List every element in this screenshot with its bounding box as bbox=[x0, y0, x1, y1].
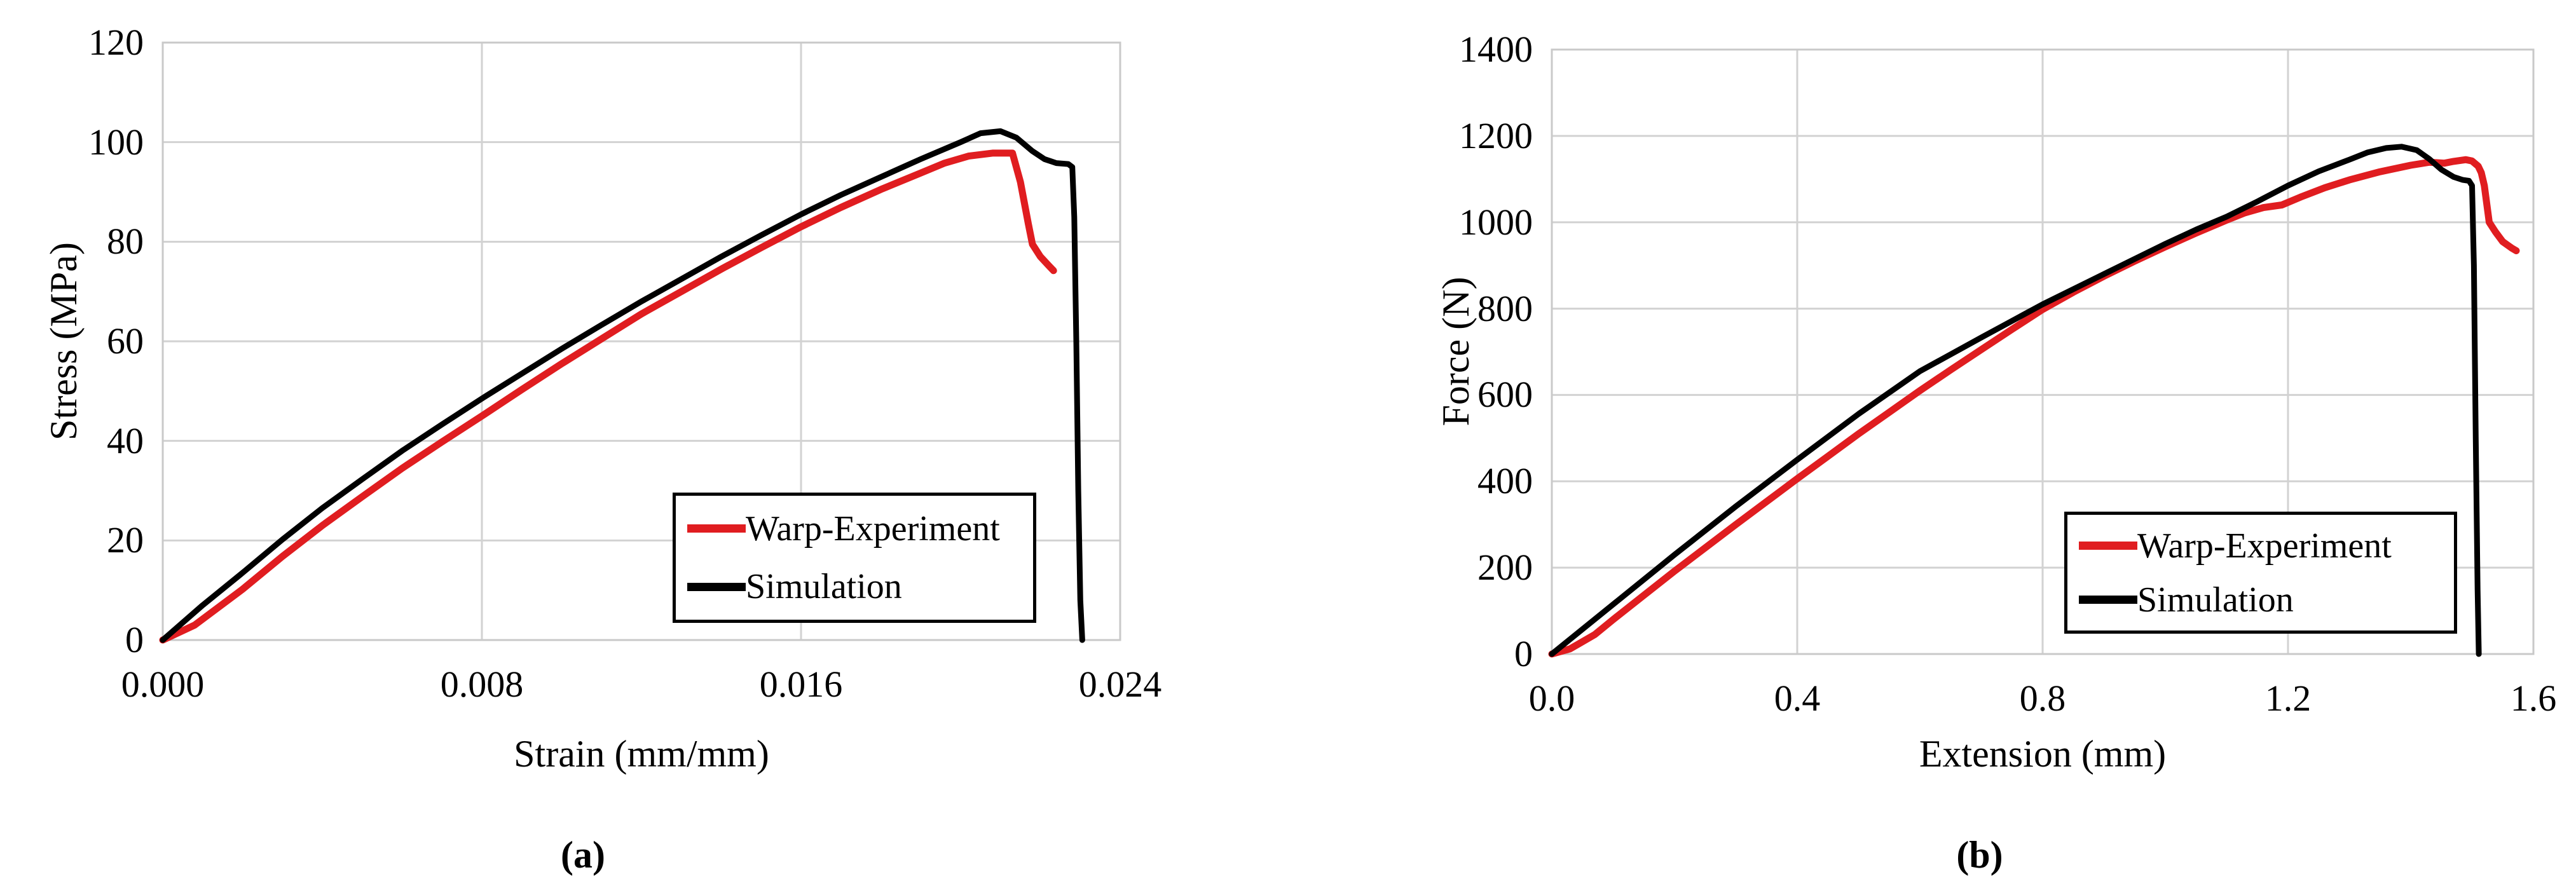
legend-item-simulation: Simulation bbox=[2079, 577, 2448, 623]
x-tick-label: 0.008 bbox=[440, 664, 524, 705]
y-tick-label: 100 bbox=[88, 121, 144, 163]
y-tick-label: 400 bbox=[1477, 460, 1533, 502]
y-tick-label: 40 bbox=[107, 419, 144, 461]
legend: Warp-Experiment Simulation bbox=[673, 493, 1036, 623]
y-tick-label: 120 bbox=[88, 22, 144, 63]
curve-warp-experiment bbox=[1548, 156, 2520, 658]
x-tick-label: 0.0 bbox=[1528, 678, 1575, 719]
legend-item-simulation: Simulation bbox=[687, 564, 1027, 610]
legend-label-simulation: Simulation bbox=[2137, 580, 2294, 620]
y-tick-label: 80 bbox=[107, 221, 144, 262]
y-tick-label: 60 bbox=[107, 320, 144, 362]
y-tick-label: 600 bbox=[1477, 374, 1533, 416]
y-axis-title-force: Force (N) bbox=[1435, 276, 1477, 426]
legend-label-experiment: Warp-Experiment bbox=[746, 508, 1000, 549]
force-extension-plot bbox=[1548, 48, 2535, 658]
y-tick-label: 1000 bbox=[1459, 201, 1533, 243]
x-tick-label: 0.8 bbox=[2019, 678, 2066, 719]
curve-warp-experiment bbox=[159, 149, 1057, 644]
x-axis-title-extension: Extension (mm) bbox=[1919, 733, 2167, 775]
plot-border bbox=[1551, 48, 2535, 655]
chart-b-panel: Force (N) Extension (mm) Warp-Experiment… bbox=[1288, 0, 2576, 886]
x-tick-label: 0.024 bbox=[1078, 664, 1162, 705]
legend-label-simulation: Simulation bbox=[746, 567, 902, 607]
legend: Warp-Experiment Simulation bbox=[2064, 512, 2457, 634]
y-tick-label: 0 bbox=[1514, 633, 1533, 674]
simulation-line-sample bbox=[2079, 596, 2137, 604]
x-tick-label: 0.016 bbox=[759, 664, 843, 705]
curve-simulation bbox=[160, 128, 1085, 643]
x-tick-label: 1.2 bbox=[2264, 678, 2312, 719]
legend-item-experiment: Warp-Experiment bbox=[687, 506, 1027, 552]
x-axis-title-strain: Strain (mm/mm) bbox=[514, 733, 769, 775]
experiment-line-sample bbox=[687, 524, 746, 533]
y-tick-label: 20 bbox=[107, 519, 144, 561]
stress-strain-plot bbox=[159, 41, 1121, 644]
caption-a: (a) bbox=[561, 834, 605, 876]
x-tick-label: 0.000 bbox=[121, 664, 205, 705]
y-tick-label: 200 bbox=[1477, 547, 1533, 589]
legend-label-experiment: Warp-Experiment bbox=[2137, 526, 2392, 566]
caption-b: (b) bbox=[1956, 834, 2003, 876]
legend-item-experiment: Warp-Experiment bbox=[2079, 523, 2448, 569]
experiment-line-sample bbox=[2079, 542, 2137, 550]
y-tick-label: 800 bbox=[1477, 287, 1533, 329]
curve-simulation bbox=[1549, 144, 2482, 657]
plot-border bbox=[161, 41, 1121, 641]
x-tick-label: 0.4 bbox=[1774, 678, 1821, 719]
x-tick-label: 1.6 bbox=[2510, 678, 2557, 719]
y-tick-label: 0 bbox=[125, 619, 144, 660]
y-tick-label: 1400 bbox=[1459, 29, 1533, 70]
y-tick-label: 1200 bbox=[1459, 114, 1533, 156]
chart-a-panel: Stress (MPa) Strain (mm/mm) Warp-Experim… bbox=[43, 22, 1162, 876]
simulation-line-sample bbox=[687, 582, 746, 591]
